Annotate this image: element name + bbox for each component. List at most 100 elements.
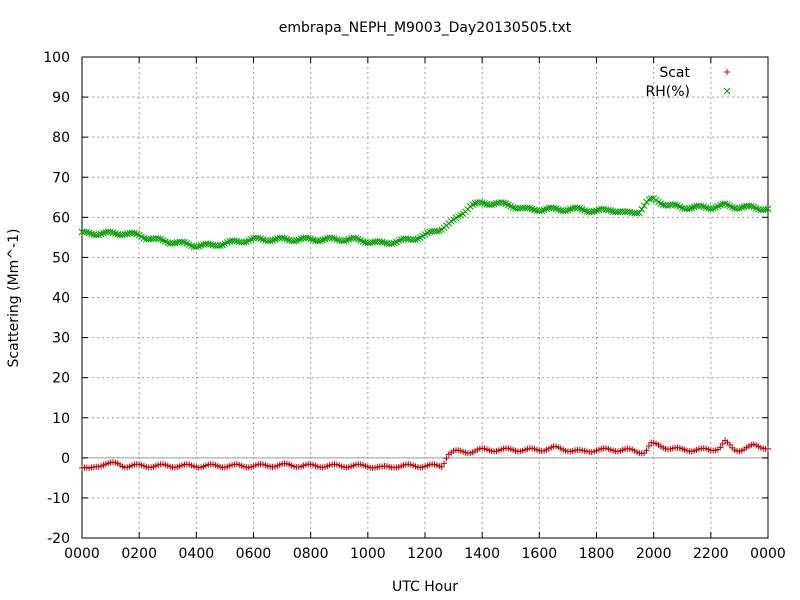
rh-point xyxy=(576,204,584,212)
rh-point xyxy=(266,237,274,245)
rh-point xyxy=(764,205,772,213)
rh-point xyxy=(633,209,641,217)
rh-point xyxy=(333,236,341,243)
rh-point xyxy=(192,243,200,251)
rh-point xyxy=(638,206,646,213)
y-axis-label: Scattering (Mm^-1) xyxy=(6,229,22,368)
rh-point xyxy=(131,229,138,237)
scat-point xyxy=(717,444,724,451)
rh-point xyxy=(686,205,693,212)
x-tick-label: 1000 xyxy=(350,546,386,562)
rh-point xyxy=(636,209,643,217)
y-tick-label: 10 xyxy=(52,411,70,427)
y-tick-label: -20 xyxy=(47,531,70,547)
x-tick-label: 0600 xyxy=(236,546,272,562)
rh-point xyxy=(433,227,441,235)
y-tick-label: 90 xyxy=(52,90,70,106)
rh-point xyxy=(562,207,569,215)
rh-point xyxy=(671,201,679,209)
rh-point xyxy=(95,231,103,239)
rh-point xyxy=(640,202,648,210)
y-tick-label: -10 xyxy=(47,491,70,507)
rh-point xyxy=(407,236,415,243)
rh-point xyxy=(550,204,557,212)
rh-point xyxy=(412,236,419,243)
scat-point xyxy=(765,445,771,452)
rh-point xyxy=(574,204,581,212)
rh-point xyxy=(316,237,324,245)
rh-point xyxy=(538,207,546,214)
y-axis-ticks: -20 -10 0 10 20 30 40 50 60 70 80 90 100 xyxy=(43,50,768,547)
rh-point xyxy=(178,238,186,246)
scat-point xyxy=(643,447,650,454)
rh-point xyxy=(512,204,519,212)
legend: Scat RH(%) xyxy=(646,65,731,100)
rh-point xyxy=(526,204,534,212)
legend-marker-scat xyxy=(724,69,730,75)
rh-point xyxy=(293,237,300,244)
rh-point xyxy=(154,235,162,242)
rh-point xyxy=(533,207,541,214)
legend-label-scat: Scat xyxy=(659,65,690,81)
rh-point xyxy=(721,200,729,208)
y-tick-label: 30 xyxy=(52,331,70,347)
rh-point xyxy=(388,240,396,248)
rh-point xyxy=(762,206,769,213)
x-axis-ticks: 0000 0200 0400 0600 0800 1000 1200 1400 1600 1800… xyxy=(64,57,786,562)
legend-marker-rh xyxy=(723,87,731,95)
rh-point xyxy=(605,206,612,214)
rh-point xyxy=(345,235,353,243)
rh-point xyxy=(107,228,114,236)
rh-point xyxy=(697,202,705,210)
rh-point xyxy=(705,205,712,212)
x-tick-label: 0000 xyxy=(64,546,100,562)
x-axis-label: UTC Hour xyxy=(392,579,458,595)
series-layer xyxy=(78,194,772,472)
rh-point xyxy=(481,200,488,207)
rh-point xyxy=(352,234,360,242)
rh-point xyxy=(488,201,496,209)
x-tick-label: 2200 xyxy=(693,546,729,562)
rh-point xyxy=(240,238,248,246)
rh-point xyxy=(278,234,286,242)
rh-point xyxy=(216,242,224,249)
rh-point xyxy=(290,237,298,245)
x-tick-label: 1400 xyxy=(464,546,500,562)
y-tick-label: 50 xyxy=(52,250,70,266)
y-tick-label: 60 xyxy=(52,210,70,226)
scat-point xyxy=(719,440,726,447)
rh-point xyxy=(111,230,119,237)
rh-point xyxy=(736,205,743,212)
rh-point xyxy=(702,204,710,211)
rh-point xyxy=(657,200,665,208)
scat-point xyxy=(645,443,652,450)
y-tick-label: 40 xyxy=(52,291,70,307)
rh-point xyxy=(555,206,562,213)
rh-point xyxy=(747,202,755,210)
grid xyxy=(82,57,768,538)
rh-point xyxy=(500,199,507,207)
y-tick-label: 100 xyxy=(43,50,70,66)
rh-point xyxy=(681,205,688,212)
rh-point xyxy=(126,229,133,237)
x-tick-label: 0800 xyxy=(293,546,329,562)
x-tick-label: 0000 xyxy=(750,546,786,562)
series-scat xyxy=(79,437,771,472)
rh-point xyxy=(328,234,336,242)
rh-point xyxy=(707,205,715,213)
rh-point xyxy=(254,234,262,242)
y-tick-label: 0 xyxy=(61,451,70,467)
rh-point xyxy=(83,228,91,236)
rh-point xyxy=(100,229,107,237)
legend-label-rh: RH(%) xyxy=(646,84,690,100)
rh-point xyxy=(281,234,288,242)
y-tick-label: 80 xyxy=(52,130,70,146)
y-tick-label: 20 xyxy=(52,371,70,387)
rh-point xyxy=(259,236,267,243)
scat-point xyxy=(443,455,450,462)
rh-point xyxy=(474,199,481,206)
rh-point xyxy=(566,205,574,213)
scat-point xyxy=(441,460,448,467)
rh-point xyxy=(340,237,348,245)
